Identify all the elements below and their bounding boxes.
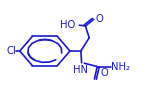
Text: HN: HN	[73, 65, 88, 75]
Text: Cl: Cl	[6, 46, 16, 56]
Text: NH₂: NH₂	[111, 62, 130, 72]
Text: HO: HO	[60, 20, 76, 30]
Text: O: O	[95, 14, 103, 24]
Text: O: O	[101, 68, 109, 78]
